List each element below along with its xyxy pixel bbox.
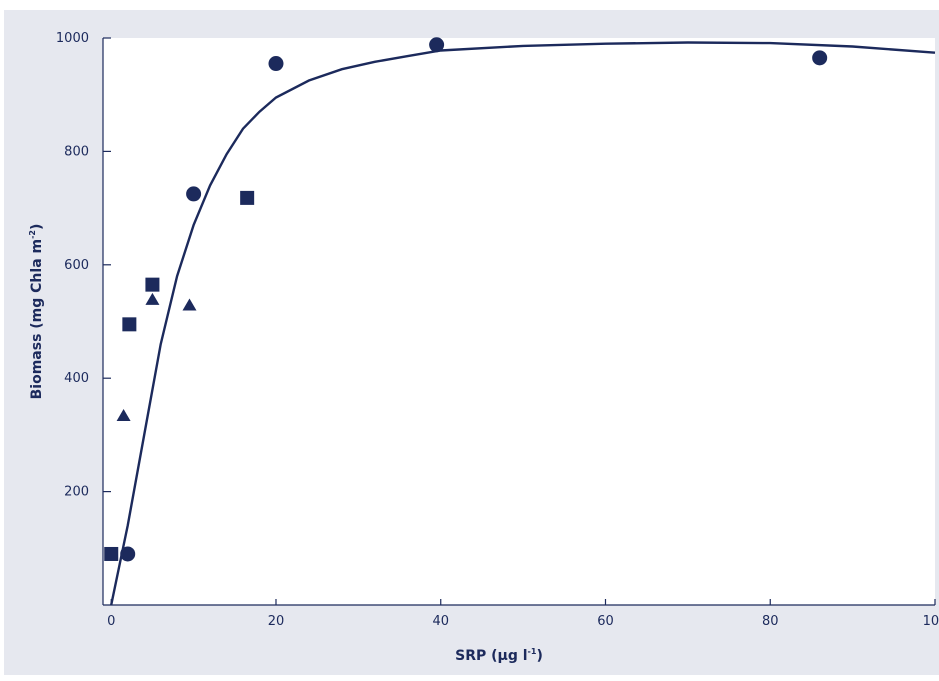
data-point-triangle bbox=[182, 298, 197, 311]
x-tick-label: 60 bbox=[597, 614, 614, 629]
data-point-circle bbox=[268, 56, 284, 72]
y-axis-label-end: ) bbox=[29, 224, 45, 230]
data-point-triangle bbox=[145, 292, 160, 305]
y-tick-label: 400 bbox=[64, 371, 89, 386]
data-point-square bbox=[122, 317, 137, 332]
x-axis-label: SRP (µg l-1) bbox=[455, 647, 543, 664]
x-tick-label: 20 bbox=[268, 614, 285, 629]
y-tick-label: 200 bbox=[64, 485, 89, 500]
fitted-curve bbox=[110, 41, 936, 606]
series-layer bbox=[104, 37, 936, 606]
x-axis-label-end: ) bbox=[536, 648, 542, 664]
data-point-circle bbox=[812, 50, 828, 66]
data-point-square bbox=[104, 546, 119, 561]
y-tick-label: 800 bbox=[64, 144, 89, 159]
plot-background bbox=[103, 38, 935, 605]
data-point-circle bbox=[429, 37, 445, 53]
data-point-square bbox=[145, 277, 160, 292]
x-axis-label-sup: -1 bbox=[528, 647, 537, 656]
x-tick-label: 40 bbox=[432, 614, 449, 629]
x-tick-label: 100 bbox=[923, 614, 939, 629]
x-tick-label: 80 bbox=[762, 614, 779, 629]
x-tick-label: 0 bbox=[107, 614, 115, 629]
y-tick-label: 1000 bbox=[56, 31, 89, 46]
data-point-triangle bbox=[116, 409, 131, 422]
y-tick-label: 600 bbox=[64, 258, 89, 273]
data-point-circle bbox=[186, 186, 202, 202]
x-axis-ticks: 0 20 40 60 80 100 bbox=[107, 599, 939, 629]
y-axis-label-sup: -2 bbox=[28, 230, 37, 239]
y-axis-ticks: 200 400 600 800 1000 bbox=[56, 31, 111, 500]
data-point-square bbox=[240, 190, 255, 205]
y-axis-label: Biomass (mg Chla m-2) bbox=[28, 224, 45, 400]
data-point-circle bbox=[120, 546, 136, 562]
y-axis-label-main: Biomass (mg Chla m bbox=[29, 239, 45, 400]
plot-area: 0 20 40 60 80 100 200 400 600 800 1000 bbox=[56, 31, 939, 629]
x-axis-label-main: SRP (µg l bbox=[455, 648, 527, 664]
